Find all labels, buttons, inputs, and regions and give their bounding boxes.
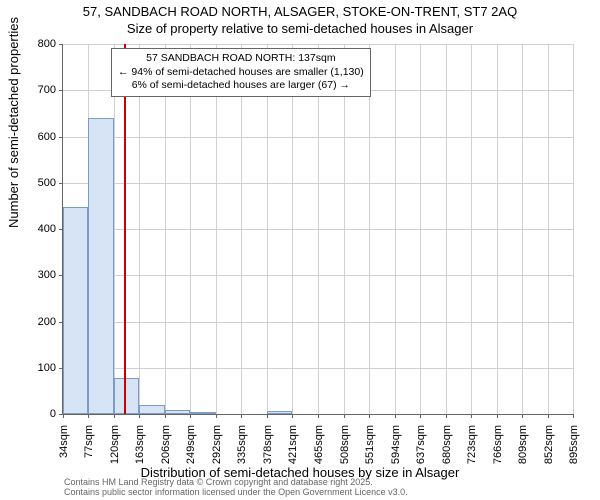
grid-line-v xyxy=(139,44,140,414)
grid-line-v xyxy=(114,44,115,414)
grid-line-v xyxy=(446,44,447,414)
x-tick-mark xyxy=(292,414,293,418)
y-tick-label: 0 xyxy=(22,408,56,420)
grid-line-v xyxy=(471,44,472,414)
y-tick-label: 800 xyxy=(22,38,56,50)
y-axis-label: Number of semi-detached properties xyxy=(6,17,21,228)
x-tick-mark xyxy=(344,414,345,418)
annotation-line2: ← 94% of semi-detached houses are smalle… xyxy=(118,66,364,80)
grid-line-v xyxy=(241,44,242,414)
grid-line-v xyxy=(165,44,166,414)
x-tick-mark xyxy=(241,414,242,418)
footer-attribution: Contains HM Land Registry data © Crown c… xyxy=(64,478,408,498)
x-tick-mark xyxy=(165,414,166,418)
y-tick-mark xyxy=(59,90,63,91)
grid-line-v xyxy=(344,44,345,414)
x-tick-mark xyxy=(114,414,115,418)
grid-line-v xyxy=(548,44,549,414)
x-tick-mark xyxy=(139,414,140,418)
histogram-bar xyxy=(63,207,88,414)
reference-line xyxy=(124,44,126,414)
grid-line-v xyxy=(190,44,191,414)
x-tick-mark xyxy=(369,414,370,418)
y-tick-mark xyxy=(59,137,63,138)
grid-line-v xyxy=(420,44,421,414)
grid-line-v xyxy=(292,44,293,414)
chart-title-line1: 57, SANDBACH ROAD NORTH, ALSAGER, STOKE-… xyxy=(0,4,600,19)
y-tick-label: 600 xyxy=(22,131,56,143)
grid-line-v xyxy=(369,44,370,414)
grid-line-v xyxy=(267,44,268,414)
histogram-bar xyxy=(139,405,164,414)
x-tick-mark xyxy=(497,414,498,418)
annotation-box: 57 SANDBACH ROAD NORTH: 137sqm ← 94% of … xyxy=(111,48,371,97)
y-tick-label: 400 xyxy=(22,223,56,235)
y-tick-mark xyxy=(59,183,63,184)
grid-line-v xyxy=(497,44,498,414)
x-tick-mark xyxy=(190,414,191,418)
grid-line-v xyxy=(216,44,217,414)
annotation-line1: 57 SANDBACH ROAD NORTH: 137sqm xyxy=(118,52,364,66)
x-tick-mark xyxy=(395,414,396,418)
y-tick-label: 100 xyxy=(22,362,56,374)
grid-line-v xyxy=(573,44,574,414)
x-tick-mark xyxy=(522,414,523,418)
x-tick-mark xyxy=(63,414,64,418)
y-tick-mark xyxy=(59,44,63,45)
chart-title-line2: Size of property relative to semi-detach… xyxy=(0,21,600,36)
histogram-bar xyxy=(165,410,190,414)
x-tick-mark xyxy=(471,414,472,418)
footer-line2: Contains public sector information licen… xyxy=(64,488,408,498)
grid-line-v xyxy=(395,44,396,414)
x-tick-mark xyxy=(548,414,549,418)
grid-line-v xyxy=(522,44,523,414)
x-tick-mark xyxy=(573,414,574,418)
histogram-bar xyxy=(267,411,292,414)
y-tick-label: 700 xyxy=(22,84,56,96)
x-tick-mark xyxy=(88,414,89,418)
grid-line-v xyxy=(318,44,319,414)
x-tick-mark xyxy=(318,414,319,418)
x-tick-mark xyxy=(267,414,268,418)
x-tick-mark xyxy=(216,414,217,418)
histogram-bar xyxy=(88,118,113,414)
y-tick-label: 300 xyxy=(22,269,56,281)
x-tick-mark xyxy=(420,414,421,418)
plot-area: 57 SANDBACH ROAD NORTH: 137sqm ← 94% of … xyxy=(62,44,573,415)
y-tick-label: 500 xyxy=(22,177,56,189)
histogram-bar xyxy=(114,378,139,414)
x-tick-mark xyxy=(446,414,447,418)
y-tick-label: 200 xyxy=(22,316,56,328)
annotation-line3: 6% of semi-detached houses are larger (6… xyxy=(118,79,364,93)
chart-container: 57, SANDBACH ROAD NORTH, ALSAGER, STOKE-… xyxy=(0,0,600,500)
histogram-bar xyxy=(190,412,215,414)
